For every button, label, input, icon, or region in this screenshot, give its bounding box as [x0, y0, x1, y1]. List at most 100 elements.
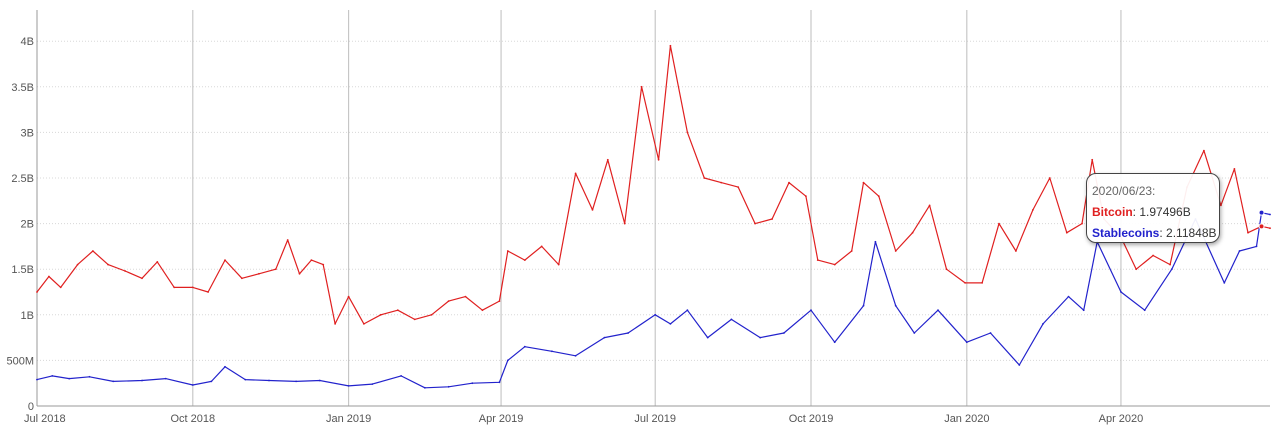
- x-tick-label: Jul 2019: [634, 413, 676, 425]
- data-point-bitcoin: [286, 239, 289, 241]
- data-point-bitcoin: [964, 282, 966, 284]
- data-point-bitcoin: [771, 218, 773, 220]
- data-point-stablecoins: [88, 375, 91, 378]
- data-point-bitcoin: [141, 277, 143, 280]
- tooltip-stablecoins-name: Stablecoins: [1092, 226, 1160, 240]
- data-point-stablecoins: [654, 313, 657, 316]
- data-point-stablecoins: [1082, 309, 1085, 312]
- x-tick-label: Apr 2020: [1099, 413, 1144, 425]
- data-point-stablecoins: [244, 378, 247, 381]
- data-point-bitcoin: [1091, 158, 1094, 161]
- data-point-stablecoins: [1018, 364, 1021, 366]
- data-point-bitcoin: [1269, 227, 1271, 230]
- data-point-bitcoin: [498, 300, 501, 302]
- data-point-stablecoins: [1170, 268, 1173, 271]
- data-point-stablecoins: [1223, 282, 1226, 284]
- data-point-stablecoins: [51, 375, 54, 377]
- data-point-stablecoins: [1042, 323, 1044, 325]
- data-point-stablecoins: [810, 309, 812, 312]
- data-point-bitcoin: [124, 270, 126, 272]
- data-point-bitcoin: [1032, 209, 1034, 211]
- data-point-bitcoin: [788, 181, 790, 184]
- data-point-bitcoin: [506, 250, 509, 252]
- data-point-stablecoins: [164, 377, 167, 380]
- y-tick-label: 3B: [21, 127, 34, 139]
- data-point-bitcoin: [1247, 231, 1249, 234]
- data-point-bitcoin: [258, 272, 260, 275]
- data-point-stablecoins: [965, 341, 968, 344]
- data-point-bitcoin: [1169, 263, 1171, 266]
- data-point-stablecoins: [574, 354, 577, 357]
- tooltip-bitcoin-name: Bitcoin: [1092, 205, 1133, 219]
- data-point-bitcoin: [657, 158, 660, 161]
- chart-tooltip: 2020/06/23: Bitcoin: 1.97496B Stablecoin…: [1086, 173, 1220, 243]
- data-point-stablecoins: [1143, 309, 1146, 312]
- data-point-bitcoin: [298, 272, 301, 275]
- data-point-bitcoin: [481, 309, 484, 312]
- data-point-stablecoins: [874, 240, 877, 243]
- tooltip-date: 2020/06/23:: [1092, 184, 1156, 198]
- y-tick-label: 1.5B: [11, 264, 34, 276]
- data-point-stablecoins: [36, 378, 38, 381]
- series-line-bitcoin: [36, 45, 1271, 325]
- data-point-bitcoin: [322, 263, 325, 266]
- data-point-bitcoin: [76, 263, 79, 266]
- data-point-bitcoin: [606, 158, 609, 161]
- y-tick-label: 500M: [6, 355, 34, 367]
- data-point-stablecoins: [523, 345, 526, 348]
- data-point-stablecoins: [1269, 213, 1271, 216]
- data-point-bitcoin: [396, 309, 399, 312]
- data-point-bitcoin: [877, 195, 880, 198]
- data-point-stablecoins: [318, 379, 321, 382]
- data-point-stablecoins: [471, 382, 474, 385]
- y-tick-label: 3.5B: [11, 82, 34, 94]
- data-point-stablecoins: [730, 318, 733, 321]
- data-point-bitcoin: [413, 318, 416, 321]
- data-point-bitcoin: [447, 300, 450, 302]
- data-point-stablecoins: [371, 383, 374, 385]
- data-point-stablecoins: [498, 381, 501, 384]
- data-point-bitcoin: [92, 250, 94, 252]
- tooltip-stablecoins-value: 2.11848B: [1166, 226, 1217, 240]
- data-point-stablecoins: [669, 323, 672, 325]
- y-tick-label: 1B: [21, 310, 34, 322]
- data-point-stablecoins: [191, 384, 194, 386]
- data-point-bitcoin: [156, 261, 159, 263]
- data-point-bitcoin: [107, 263, 109, 266]
- data-point-bitcoin: [862, 181, 865, 184]
- data-point-stablecoins: [686, 309, 689, 312]
- data-point-stablecoins: [424, 386, 426, 389]
- data-point-bitcoin: [686, 131, 689, 134]
- data-point-stablecoins: [783, 332, 785, 334]
- data-point-bitcoin: [1220, 204, 1222, 207]
- x-tick-label: Oct 2019: [789, 413, 834, 425]
- x-tick-label: Jan 2019: [326, 413, 371, 425]
- x-tick-label: Oct 2018: [170, 413, 215, 425]
- data-point-bitcoin: [464, 295, 467, 298]
- data-point-bitcoin: [928, 204, 931, 207]
- data-point-bitcoin: [945, 268, 948, 271]
- data-point-bitcoin: [274, 268, 277, 271]
- data-point-stablecoins: [400, 375, 402, 377]
- x-tick-label: Jul 2018: [24, 413, 66, 425]
- data-point-bitcoin: [981, 282, 983, 284]
- data-point-bitcoin: [669, 44, 672, 47]
- x-tick-label: Jan 2020: [944, 413, 989, 425]
- data-point-stablecoins: [759, 336, 762, 339]
- data-point-bitcoin: [720, 181, 723, 184]
- y-tick-label: 2.5B: [11, 173, 34, 185]
- data-point-bitcoin: [1135, 268, 1138, 271]
- data-point-bitcoin: [1065, 231, 1068, 234]
- data-point-bitcoin: [241, 277, 243, 280]
- data-point-stablecoins: [1067, 295, 1070, 298]
- data-point-bitcoin: [1152, 254, 1154, 257]
- data-point-stablecoins: [862, 304, 865, 307]
- hover-marker: [1258, 209, 1265, 216]
- data-point-stablecoins: [1238, 250, 1241, 252]
- data-point-bitcoin: [894, 250, 897, 252]
- data-point-stablecoins: [706, 336, 709, 339]
- data-point-bitcoin: [523, 259, 526, 261]
- data-point-bitcoin: [833, 263, 836, 266]
- data-point-stablecoins: [224, 365, 226, 368]
